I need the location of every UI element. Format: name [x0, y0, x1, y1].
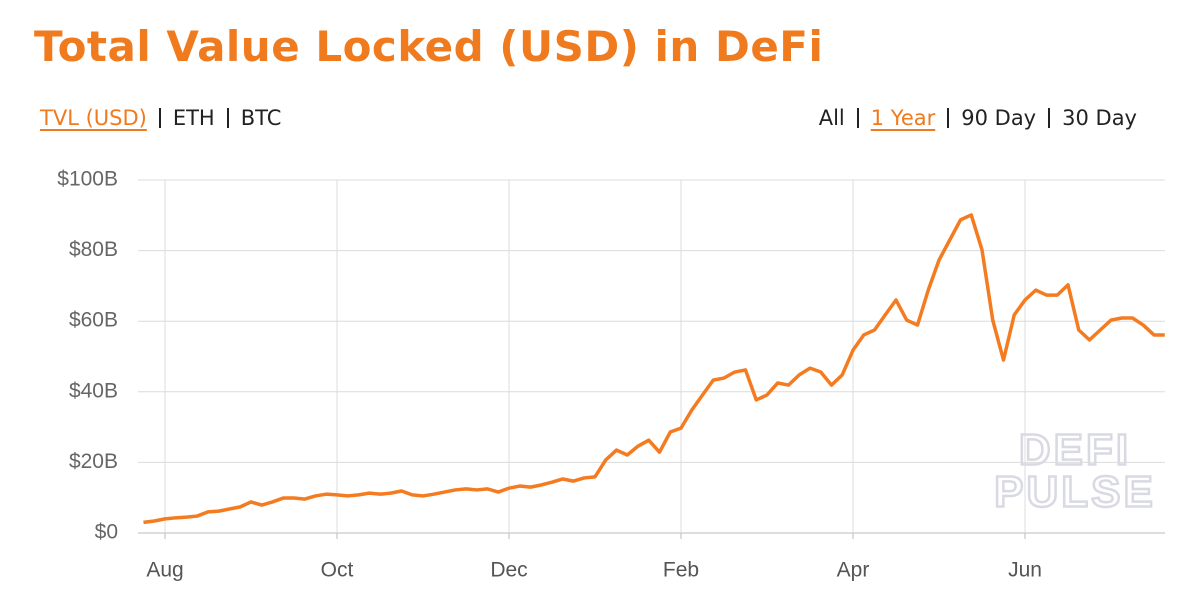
y-tick-label: $20B: [69, 450, 118, 473]
tab-separator: [158, 108, 161, 128]
x-tick-label: Dec: [490, 559, 527, 582]
tab-separator: [226, 108, 229, 128]
range-tabs: All 1 Year 90 Day 30 Day: [819, 106, 1137, 130]
tab[interactable]: All: [818, 106, 845, 130]
tab-separator: [856, 108, 859, 128]
unit-tabs: TVL (USD) ETH BTC: [40, 106, 281, 130]
x-tick-label: Oct: [321, 559, 354, 582]
tab-separator: [1048, 108, 1051, 128]
tab[interactable]: 1 Year: [870, 106, 936, 130]
line: [143, 213, 1165, 525]
tab[interactable]: BTC: [240, 106, 282, 130]
x-tick-label: Jun: [1008, 559, 1042, 582]
x-tick-label: Aug: [146, 559, 183, 582]
tab[interactable]: TVL (USD): [40, 106, 147, 130]
watermark: DEFI: [1019, 426, 1131, 475]
tab[interactable]: 90 Day: [961, 106, 1037, 130]
chart-title: Total Value Locked (USD) in DeFi: [34, 22, 824, 71]
y-tick-label: $100B: [57, 168, 118, 191]
y-tick-label: $80B: [69, 238, 118, 261]
x-tick-label: Feb: [663, 559, 699, 582]
y-tick-label: $40B: [69, 379, 118, 402]
y-tick-label: $60B: [69, 309, 118, 332]
y-tick-label: $0: [95, 521, 118, 544]
watermark: PULSE: [994, 468, 1156, 517]
x-tick-label: Apr: [837, 559, 870, 582]
tab[interactable]: 30 Day: [1062, 106, 1137, 130]
tab-separator: [947, 108, 950, 128]
tab[interactable]: ETH: [172, 106, 215, 130]
